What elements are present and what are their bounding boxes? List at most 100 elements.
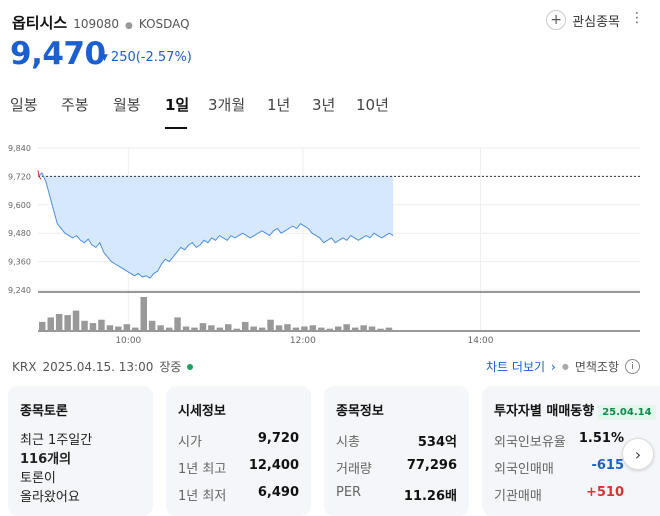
info-row: 1년 최고 12,400 [178, 458, 299, 477]
row-label: 외국인보유율 [494, 435, 566, 450]
volume-bar [250, 326, 257, 331]
tab-3month[interactable]: 3개월 [208, 96, 246, 114]
volume-bar [81, 320, 88, 331]
volume-bar [140, 297, 147, 331]
volume-bar [174, 317, 181, 331]
card-title: 종목토론 [20, 404, 68, 419]
watchlist-label: 관심종목 [572, 14, 620, 30]
card-title-text: 투자자별 매매동향 [494, 404, 595, 419]
info-icon[interactable]: i [625, 359, 640, 374]
quote-meta: KRX 2025.04.15. 13:00 장중 [12, 358, 194, 375]
volume-bar [242, 321, 249, 331]
stock-info-card[interactable]: 종목정보 시총 534억 거래량 77,296 PER 11.26배 [324, 386, 469, 516]
volume-bar [115, 326, 122, 331]
market-status: 장중 [159, 360, 182, 374]
volume-bar [368, 326, 376, 331]
card-title: 투자자별 매매동향 25.04.14 [494, 400, 660, 420]
row-label: 외국인매매 [494, 462, 554, 477]
chart-more-link[interactable]: 차트 더보기 [486, 360, 546, 374]
open-tick [37, 170, 42, 180]
info-row: 외국인매매 -615 [494, 458, 624, 477]
y-tick-label: 9,840 [8, 144, 31, 153]
exchange-label: KRX [12, 359, 37, 374]
period-tabs: 일봉 주봉 월봉 1일 3개월 1년 3년 10년 [0, 92, 660, 132]
volume-bar [106, 325, 114, 331]
volume-bar [309, 325, 317, 331]
price-line [37, 172, 394, 279]
volume-bar [335, 326, 342, 331]
volume-bar [343, 324, 350, 331]
volume-bar [123, 324, 131, 331]
volume-bar [55, 314, 63, 331]
volume-bar [275, 325, 283, 331]
watchlist-button[interactable]: + 관심종목 [546, 10, 620, 30]
volume-bar [182, 326, 190, 331]
row-value: 534억 [417, 435, 457, 450]
tab-daily[interactable]: 일봉 [10, 96, 38, 114]
separator-dot: ● [561, 362, 569, 371]
y-tick-label: 9,480 [8, 229, 31, 238]
volume-bar [216, 327, 224, 331]
row-label: 시가 [178, 435, 202, 450]
disclaimer-link[interactable]: 면책조항 [574, 360, 619, 374]
tab-10year[interactable]: 10년 [356, 96, 389, 114]
volume-bar [132, 327, 139, 331]
info-row: PER 11.26배 [336, 485, 457, 504]
quote-timestamp: 2025.04.15. 13:00 [42, 359, 154, 374]
info-row: 거래량 77,296 [336, 458, 457, 477]
chart-links: 차트 더보기 › ● 면책조항 i [486, 358, 640, 375]
stock-name: 옵티시스 [12, 14, 68, 32]
current-price: 9,470 [10, 36, 106, 72]
info-row: 1년 최저 6,490 [178, 485, 299, 504]
info-row: 외국인보유율 1.51% [494, 431, 624, 450]
y-tick-label: 9,240 [8, 286, 31, 295]
row-label: 1년 최고 [178, 462, 227, 477]
volume-bar [292, 327, 300, 331]
volume-bar [326, 328, 333, 331]
next-card-button[interactable]: › [622, 438, 654, 470]
discussion-line: 최근 1주일간 [20, 433, 93, 448]
volume-bar [148, 320, 156, 331]
price-change: ▼ 250(-2.57%) [101, 50, 192, 65]
row-value: -615 [591, 458, 624, 473]
price-area [38, 172, 394, 279]
volume-bar [351, 327, 359, 331]
more-menu-icon[interactable]: ⋮ [630, 10, 644, 26]
info-row: 시가 9,720 [178, 431, 299, 450]
quote-info-card[interactable]: 시세정보 시가 9,720 1년 최고 12,400 1년 최저 6,490 [166, 386, 311, 516]
tab-3year[interactable]: 3년 [312, 96, 336, 114]
plus-icon: + [546, 10, 567, 30]
volume-bar [258, 327, 266, 331]
active-tab-underline [165, 127, 187, 129]
y-tick-label: 9,600 [8, 201, 31, 210]
y-tick-label: 9,360 [8, 258, 31, 267]
volume-bar [225, 324, 232, 331]
row-value: 12,400 [248, 458, 299, 473]
volume-bar [64, 315, 71, 331]
volume-bar [165, 327, 173, 331]
tab-monthly[interactable]: 월봉 [113, 96, 141, 114]
row-value: 1.51% [578, 431, 624, 446]
row-value: 9,720 [257, 431, 299, 446]
x-tick-label: 14:00 [468, 336, 494, 346]
card-title: 시세정보 [178, 404, 226, 419]
live-dot-icon [187, 363, 194, 370]
tab-weekly[interactable]: 주봉 [61, 96, 89, 114]
row-value: 6,490 [257, 485, 299, 500]
info-row: 시총 534억 [336, 431, 457, 450]
row-label: 거래량 [336, 462, 372, 477]
intraday-chart[interactable]: 9,840 9,720 9,600 9,480 9,360 9,240 10:00 12:00… [0, 140, 660, 350]
separator-dot: ● [125, 21, 133, 31]
volume-bar [89, 323, 97, 331]
row-label: 1년 최저 [178, 489, 227, 504]
tab-1year[interactable]: 1년 [267, 96, 291, 114]
discussion-count: 116개의 [20, 452, 72, 467]
volume-bar [318, 327, 325, 331]
volume-bar [385, 327, 393, 331]
down-arrow-icon: ▼ [101, 52, 108, 63]
discussion-card[interactable]: 종목토론 최근 1주일간 116개의 토론이 올라왔어요 [8, 386, 153, 516]
chevron-right-icon: › [634, 444, 642, 464]
row-label: PER [336, 485, 362, 500]
volume-bar [157, 325, 164, 331]
tab-1day[interactable]: 1일 [165, 96, 190, 114]
